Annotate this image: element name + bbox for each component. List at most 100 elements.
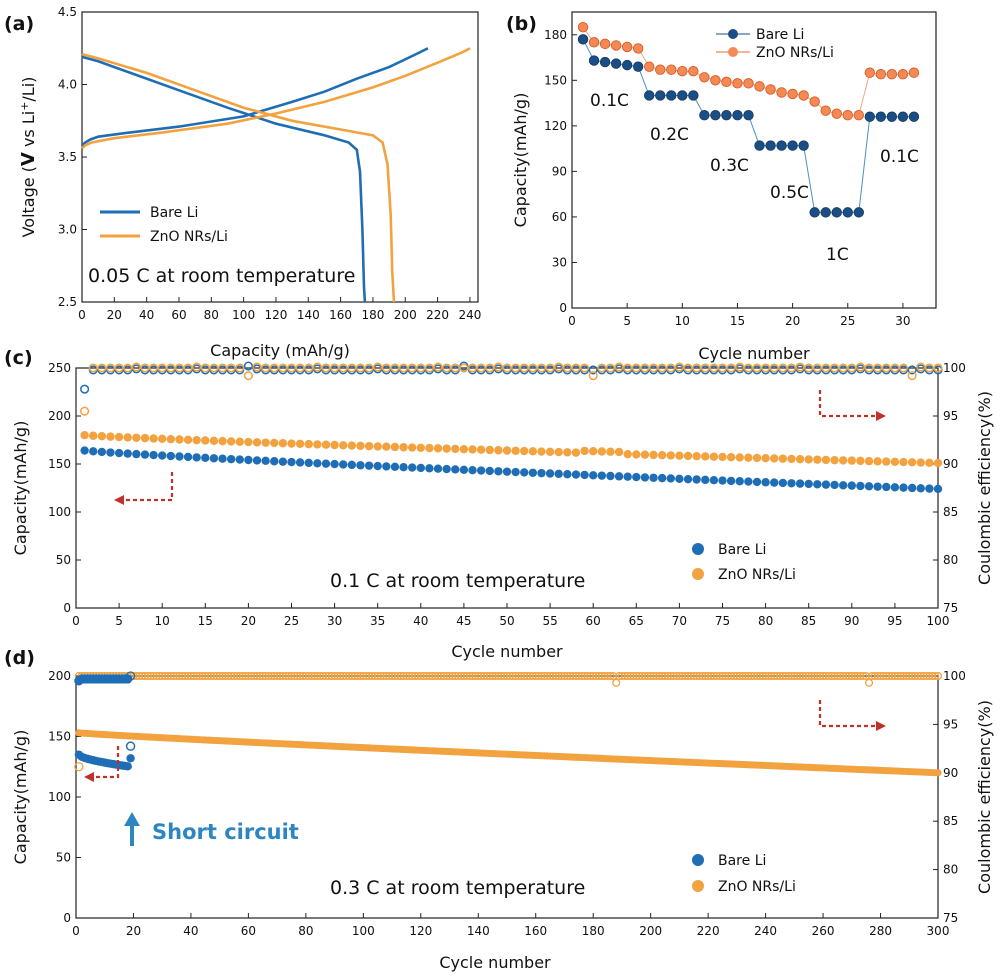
series-c-bare-capacity-point	[907, 483, 917, 493]
series-d-zno-ce-point	[321, 671, 331, 681]
series-d-zno-ce-point	[583, 671, 592, 681]
series-c-zno-ce-point	[786, 363, 797, 373]
series-c-bare-capacity-point	[80, 446, 89, 455]
series-b-bare-point	[787, 140, 798, 151]
series-d-zno-ce-point	[603, 671, 612, 681]
series-c-zno-capacity-point	[339, 441, 348, 450]
panel-c-annotation: 0.1 C at room temperature	[330, 570, 585, 592]
series-d-zno-ce-point	[773, 671, 782, 681]
series-c-bare-capacity-point	[640, 473, 650, 482]
series-c-zno-capacity-point	[192, 435, 201, 445]
series-c-zno-capacity-point	[890, 457, 900, 467]
series-b-bare-point	[621, 59, 633, 71]
series-c-bare-capacity-point	[261, 456, 270, 466]
series-d-zno-ce-point	[646, 671, 655, 681]
series-d-zno-ce-point	[307, 671, 316, 681]
series-c-zno-ce-point	[717, 363, 728, 373]
panel-a-frame	[81, 11, 479, 303]
series-d-zno-ce-point	[681, 671, 690, 681]
legend-d-zno-label: ZnO NRs/Li	[718, 879, 796, 895]
series-c-bare-capacity-point	[804, 479, 813, 489]
panel-c-xtick-label: 0	[72, 614, 80, 628]
panel-d-xtick-label: 60	[241, 924, 256, 938]
series-b-zno-point	[577, 21, 589, 33]
series-d-zno-ce-point	[152, 671, 161, 681]
series-d-zno-ce-point	[445, 671, 454, 681]
series-d-zno-ce-point	[620, 671, 629, 681]
series-d-zno-ce-point	[212, 671, 221, 681]
series-c-zno-capacity-point	[813, 455, 822, 464]
series-c-zno-ce-point	[149, 363, 159, 373]
series-d-zno-ce-point	[784, 671, 793, 681]
series-a-bare-charge-curve	[81, 47, 429, 147]
series-d-zno-ce-point	[715, 671, 724, 681]
series-b-zno-point	[809, 96, 820, 107]
series-c-zno-ce-point	[114, 363, 124, 373]
series-d-zno-ce-point	[267, 671, 276, 681]
series-c-bare-capacity-point	[511, 467, 520, 477]
series-c-bare-capacity-point	[252, 456, 262, 465]
series-c-bare-capacity-point	[735, 477, 744, 486]
series-d-zno-ce-point	[181, 671, 190, 681]
series-c-zno-ce-point	[588, 371, 598, 381]
series-c-zno-ce-point	[140, 363, 150, 373]
series-c-zno-ce-point	[105, 363, 116, 373]
series-b-zno-point	[875, 69, 887, 80]
series-c-zno-capacity-point	[726, 452, 736, 462]
series-d-zno-ce-point	[612, 678, 621, 687]
series-c-zno-capacity-point	[502, 446, 512, 455]
series-c-zno-capacity-point	[778, 454, 788, 463]
series-d-zno-ce-point	[640, 671, 649, 681]
panel-d-right-arrow	[818, 700, 876, 728]
series-c-zno-ce-point	[166, 363, 176, 373]
series-d-zno-ce-point	[652, 671, 661, 681]
series-d-zno-ce-point	[451, 671, 460, 681]
series-d-zno-ce-point	[221, 671, 230, 681]
series-c-zno-ce-point	[752, 363, 762, 373]
series-d-zno-ce-point	[675, 671, 684, 681]
series-d-zno-ce-point	[474, 671, 483, 681]
series-b-bare-point	[809, 207, 820, 218]
series-c-bare-capacity-point	[545, 469, 555, 478]
panel-d-ytick-label: 50	[56, 851, 71, 865]
series-d-zno-ce-point	[388, 671, 397, 681]
series-d-zno-ce-point	[459, 671, 468, 681]
panel-c-ytick-label: 200	[48, 409, 71, 423]
series-d-zno-ce-point	[198, 671, 207, 681]
panel-d-y2tick-label: 75	[943, 911, 958, 925]
series-c-bare-capacity-point	[830, 480, 839, 490]
series-b-bare-point	[677, 90, 688, 101]
panel-c-xtick-label: 25	[284, 614, 299, 628]
series-d-zno-ce-point	[138, 671, 147, 681]
series-b-bare-point	[577, 34, 589, 45]
series-c-bare-capacity-point	[226, 454, 236, 464]
series-d-zno-ce-point	[287, 671, 296, 681]
panel-d-left-arrow-head	[84, 772, 94, 782]
series-d-zno-ce-point	[592, 671, 601, 681]
panel-a-label: (a)	[4, 13, 34, 35]
series-d-zno-ce-point	[396, 671, 405, 681]
panel-d-annotation: 0.3 C at room temperature	[330, 877, 585, 899]
series-c-bare-capacity-point	[339, 460, 348, 469]
series-c-bare-capacity-point	[442, 464, 451, 474]
series-c-zno-ce-point	[898, 363, 909, 373]
series-c-zno-capacity-point	[571, 448, 581, 457]
series-d-zno-ce-point	[899, 671, 908, 681]
series-b-bare-point	[743, 110, 754, 121]
panel-c-xtick-label: 65	[629, 614, 644, 628]
series-b-zno-point	[710, 75, 721, 86]
series-c-bare-capacity-point	[201, 453, 210, 463]
series-c-zno-ce-point	[80, 406, 90, 416]
panel-b-ytick-label: 30	[552, 255, 567, 269]
panel-b-xtick-label: 0	[568, 314, 576, 328]
panel-c-y2tick-label: 85	[943, 505, 958, 519]
series-c-bare-capacity-point	[563, 470, 572, 479]
series-d-zno-ce-point	[477, 671, 486, 681]
panel-c-ytick-label: 0	[63, 601, 71, 615]
series-d-zno-ce-point	[367, 671, 377, 681]
series-c-zno-ce-point	[338, 363, 348, 373]
series-d-zno-ce-point	[879, 671, 888, 681]
series-d-zno-ce-point	[258, 671, 267, 681]
series-b-zno-point	[864, 67, 876, 78]
series-b-bare-point	[864, 111, 876, 122]
